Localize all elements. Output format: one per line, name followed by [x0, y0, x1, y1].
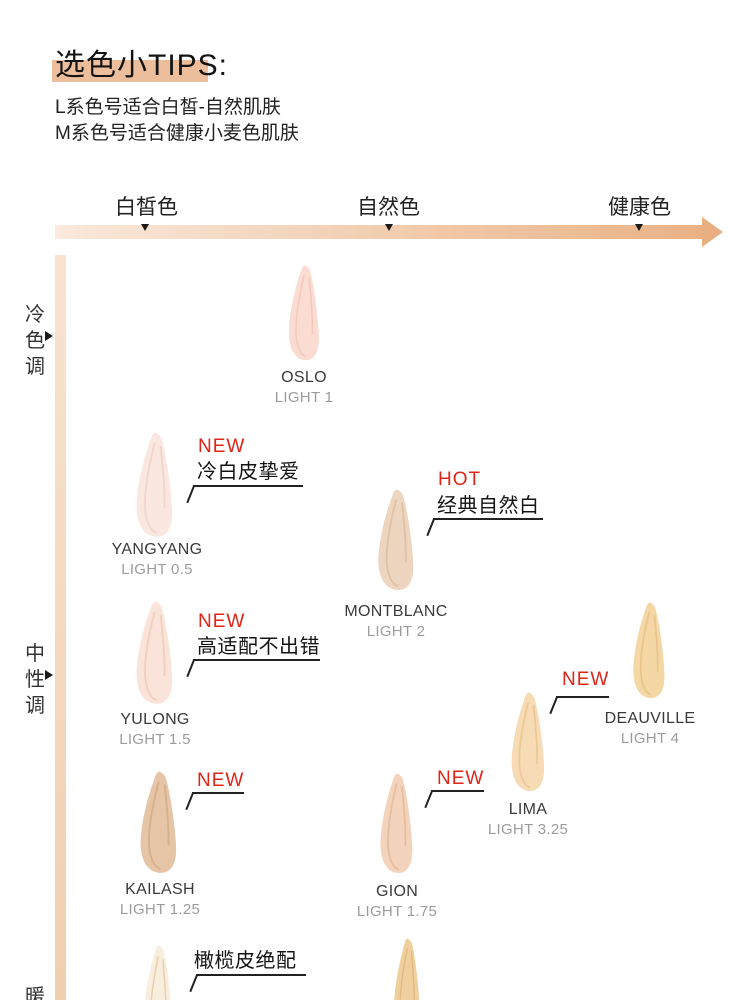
- callout-underline: [431, 790, 484, 792]
- swatch-name: KAILASH: [125, 881, 195, 898]
- smear-shape: [288, 265, 319, 361]
- new-badge-gion: NEW: [437, 768, 485, 789]
- y-axis-label-warm: 暖: [25, 986, 45, 1000]
- y-axis-label-neutral: 中性调: [25, 643, 45, 717]
- page-title: 选色小TIPS:: [55, 49, 229, 82]
- swatch-shade: LIGHT 2: [366, 623, 426, 640]
- callout-underline: [193, 485, 303, 487]
- callout-leader-line: [186, 485, 195, 504]
- x-axis-tick-icon: [385, 224, 393, 231]
- smear-shape: [393, 938, 421, 1000]
- swatch-gion: [380, 773, 413, 873]
- swatch-label-yulong: YULONG LIGHT 1.5: [85, 711, 225, 748]
- callout-underline: [193, 659, 320, 661]
- swatch-label-yangyang: YANGYANG LIGHT 0.5: [87, 541, 227, 578]
- callout-leader-line: [186, 659, 195, 678]
- x-axis-label-fair: 白皙色: [115, 196, 178, 219]
- y-axis-label-cool: 冷色调: [25, 304, 45, 378]
- swatch-name: YULONG: [120, 711, 190, 728]
- swatch-label-oslo: OSLO LIGHT 1: [234, 369, 374, 406]
- hot-badge-montblanc: HOT: [438, 469, 482, 490]
- smear-shape: [136, 432, 173, 537]
- swatch-name: MONTBLANC: [344, 603, 448, 620]
- swatch-label-montblanc: MONTBLANC LIGHT 2: [326, 603, 466, 640]
- callout-underline: [556, 696, 609, 698]
- swatch-label-deauville: DEAUVILLE LIGHT 4: [580, 710, 720, 747]
- y-axis-tick-icon: [45, 670, 53, 680]
- swatch-label-kailash: KAILASH LIGHT 1.25: [90, 881, 230, 918]
- x-axis-tick-icon: [141, 224, 149, 231]
- subtitle-line-2: M系色号适合健康小麦色肌肤: [55, 123, 299, 144]
- y-axis-tick-icon: [45, 331, 53, 341]
- note-olive-skin: 橄榄皮绝配: [194, 950, 297, 972]
- swatch-name: DEAUVILLE: [604, 710, 696, 727]
- x-axis-arrowhead-icon: [702, 217, 723, 247]
- x-axis-gradient-bar: [55, 225, 703, 239]
- new-badge-yangyang: NEW: [198, 436, 246, 457]
- swatch-label-gion: GION LIGHT 1.75: [327, 883, 467, 920]
- swatch-name: LIMA: [508, 801, 548, 818]
- note-yulong: 高适配不出错: [197, 636, 320, 658]
- new-badge-lima: NEW: [562, 669, 610, 690]
- swatch-montblanc: [378, 489, 414, 590]
- swatch-shade: LIGHT 1.75: [356, 903, 438, 920]
- callout-leader-line: [424, 790, 433, 809]
- swatch-name: OSLO: [281, 369, 327, 386]
- swatch-name: GION: [375, 883, 419, 900]
- smear-shape: [136, 601, 173, 704]
- note-montblanc: 经典自然白: [437, 495, 540, 517]
- swatch-name: YANGYANG: [111, 541, 203, 558]
- x-axis-label-healthy: 健康色: [608, 196, 671, 219]
- smear-shape: [380, 773, 413, 873]
- callout-underline: [433, 518, 543, 520]
- y-axis-bar: [55, 255, 66, 1000]
- x-axis-label-natural: 自然色: [357, 196, 420, 219]
- callout-leader-line: [189, 974, 198, 993]
- swatch-yulong: [136, 601, 173, 704]
- new-badge-yulong: NEW: [198, 611, 246, 632]
- new-badge-kailash: NEW: [197, 770, 245, 791]
- callout-underline: [196, 974, 306, 976]
- swatch-yangyang: [136, 432, 173, 537]
- swatch-shade: LIGHT 3.25: [487, 821, 569, 838]
- swatch-shade: LIGHT 0.5: [121, 561, 193, 578]
- smear-shape: [511, 692, 545, 792]
- swatch-shade: LIGHT 1: [274, 389, 334, 406]
- callout-leader-line: [426, 518, 435, 537]
- callout-underline: [192, 792, 244, 794]
- smear-shape: [633, 602, 665, 699]
- x-axis-tick-icon: [635, 224, 643, 231]
- title-highlight: [52, 60, 208, 82]
- smear-shape: [140, 771, 177, 873]
- swatch-label-lima: LIMA LIGHT 3.25: [458, 801, 598, 838]
- subtitle-line-1: L系色号适合白皙-自然肌肤: [55, 97, 281, 118]
- swatch-shade: LIGHT 4: [620, 730, 680, 747]
- note-yangyang: 冷白皮挚爱: [197, 461, 300, 483]
- swatch-kailash: [140, 771, 177, 873]
- swatch-oslo: [288, 265, 319, 361]
- smear-shape: [378, 489, 414, 590]
- swatch-bottom-right-partial: [393, 938, 421, 1000]
- swatch-shade: LIGHT 1.5: [119, 731, 191, 748]
- smear-shape: [143, 945, 173, 1000]
- swatch-bottom-left-partial: [143, 945, 173, 1000]
- swatch-lima: [511, 692, 545, 792]
- swatch-deauville: [633, 602, 665, 699]
- swatch-shade: LIGHT 1.25: [119, 901, 201, 918]
